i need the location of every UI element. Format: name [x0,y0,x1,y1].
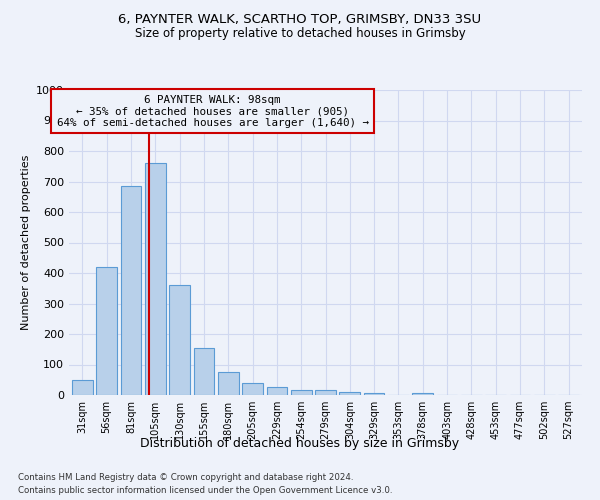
Bar [242,383,263,395]
Bar [194,348,214,395]
Text: Distribution of detached houses by size in Grimsby: Distribution of detached houses by size … [140,438,460,450]
Bar [72,380,93,395]
Text: Contains HM Land Registry data © Crown copyright and database right 2024.: Contains HM Land Registry data © Crown c… [18,472,353,482]
Bar [169,285,190,395]
Bar [97,267,117,395]
Bar [315,390,336,395]
Text: 6 PAYNTER WALK: 98sqm
← 35% of detached houses are smaller (905)
64% of semi-det: 6 PAYNTER WALK: 98sqm ← 35% of detached … [56,94,368,128]
Bar [340,392,360,395]
Text: Contains public sector information licensed under the Open Government Licence v3: Contains public sector information licen… [18,486,392,495]
Bar [145,163,166,395]
Y-axis label: Number of detached properties: Number of detached properties [20,155,31,330]
Bar [412,392,433,395]
Bar [266,388,287,395]
Text: Size of property relative to detached houses in Grimsby: Size of property relative to detached ho… [134,28,466,40]
Text: 6, PAYNTER WALK, SCARTHO TOP, GRIMSBY, DN33 3SU: 6, PAYNTER WALK, SCARTHO TOP, GRIMSBY, D… [118,12,482,26]
Bar [121,186,142,395]
Bar [218,372,239,395]
Bar [364,392,385,395]
Bar [291,390,311,395]
